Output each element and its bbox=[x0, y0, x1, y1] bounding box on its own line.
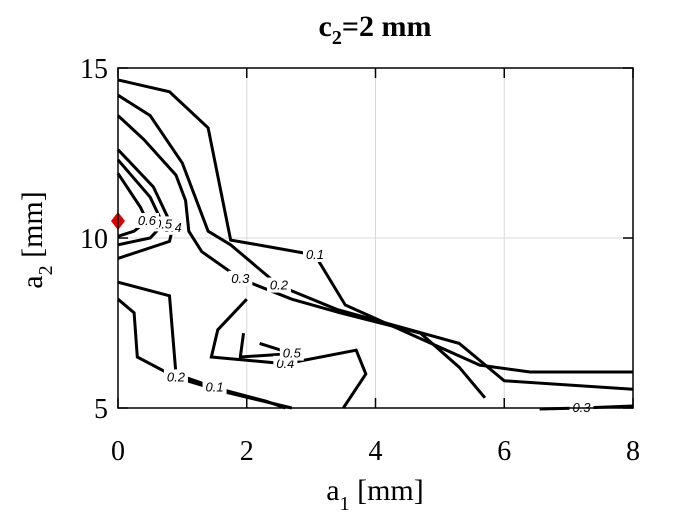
contour-label: 0.6 bbox=[138, 213, 157, 228]
x-tick-label: 6 bbox=[497, 436, 511, 467]
ylabel-rest: [mm] bbox=[16, 191, 49, 265]
title-sub: 2 bbox=[332, 27, 342, 49]
x-axis-label: a1 [mm] bbox=[326, 474, 423, 515]
xlabel-rest: [mm] bbox=[350, 474, 424, 507]
y-tick-label: 5 bbox=[94, 394, 108, 425]
contour-label-bg bbox=[279, 345, 304, 361]
contour-label-bg bbox=[302, 247, 327, 262]
xlabel-base: a bbox=[326, 474, 339, 507]
contour-label-bg bbox=[266, 277, 291, 293]
ylabel-sub: 2 bbox=[35, 265, 57, 275]
contour-label-bg bbox=[228, 270, 253, 286]
contour-label-bg bbox=[163, 369, 188, 385]
title-rest: =2 mm bbox=[342, 10, 432, 43]
contour-label: 0.3 bbox=[231, 271, 250, 286]
ylabel-base: a bbox=[16, 275, 49, 288]
contour-line bbox=[117, 78, 633, 374]
x-tick-label: 4 bbox=[369, 436, 383, 467]
contour-line bbox=[117, 298, 293, 410]
y-axis-label: a2 [mm] bbox=[16, 191, 57, 288]
contour-label: 0.1 bbox=[306, 247, 324, 262]
chart-title: c2=2 mm bbox=[319, 10, 432, 49]
x-tick-label: 8 bbox=[626, 436, 640, 467]
contour-label-bg bbox=[134, 213, 159, 228]
xlabel-sub: 1 bbox=[340, 493, 350, 515]
x-tick-label: 0 bbox=[111, 436, 125, 467]
contour-label: 0.5 bbox=[283, 346, 302, 361]
contour-label: 0.1 bbox=[206, 380, 224, 395]
plot-frame bbox=[117, 67, 634, 409]
y-tick-label: 10 bbox=[80, 224, 108, 255]
contour-line bbox=[116, 114, 487, 399]
contour-line bbox=[117, 93, 634, 391]
y-tick-label: 15 bbox=[80, 54, 108, 85]
contour-label: 0.2 bbox=[270, 278, 289, 293]
contour-label: 0.2 bbox=[167, 369, 186, 384]
contour-line bbox=[238, 332, 293, 359]
x-tick-label: 2 bbox=[240, 436, 254, 467]
title-base: c bbox=[319, 10, 332, 43]
contour-label-bg bbox=[202, 379, 227, 395]
